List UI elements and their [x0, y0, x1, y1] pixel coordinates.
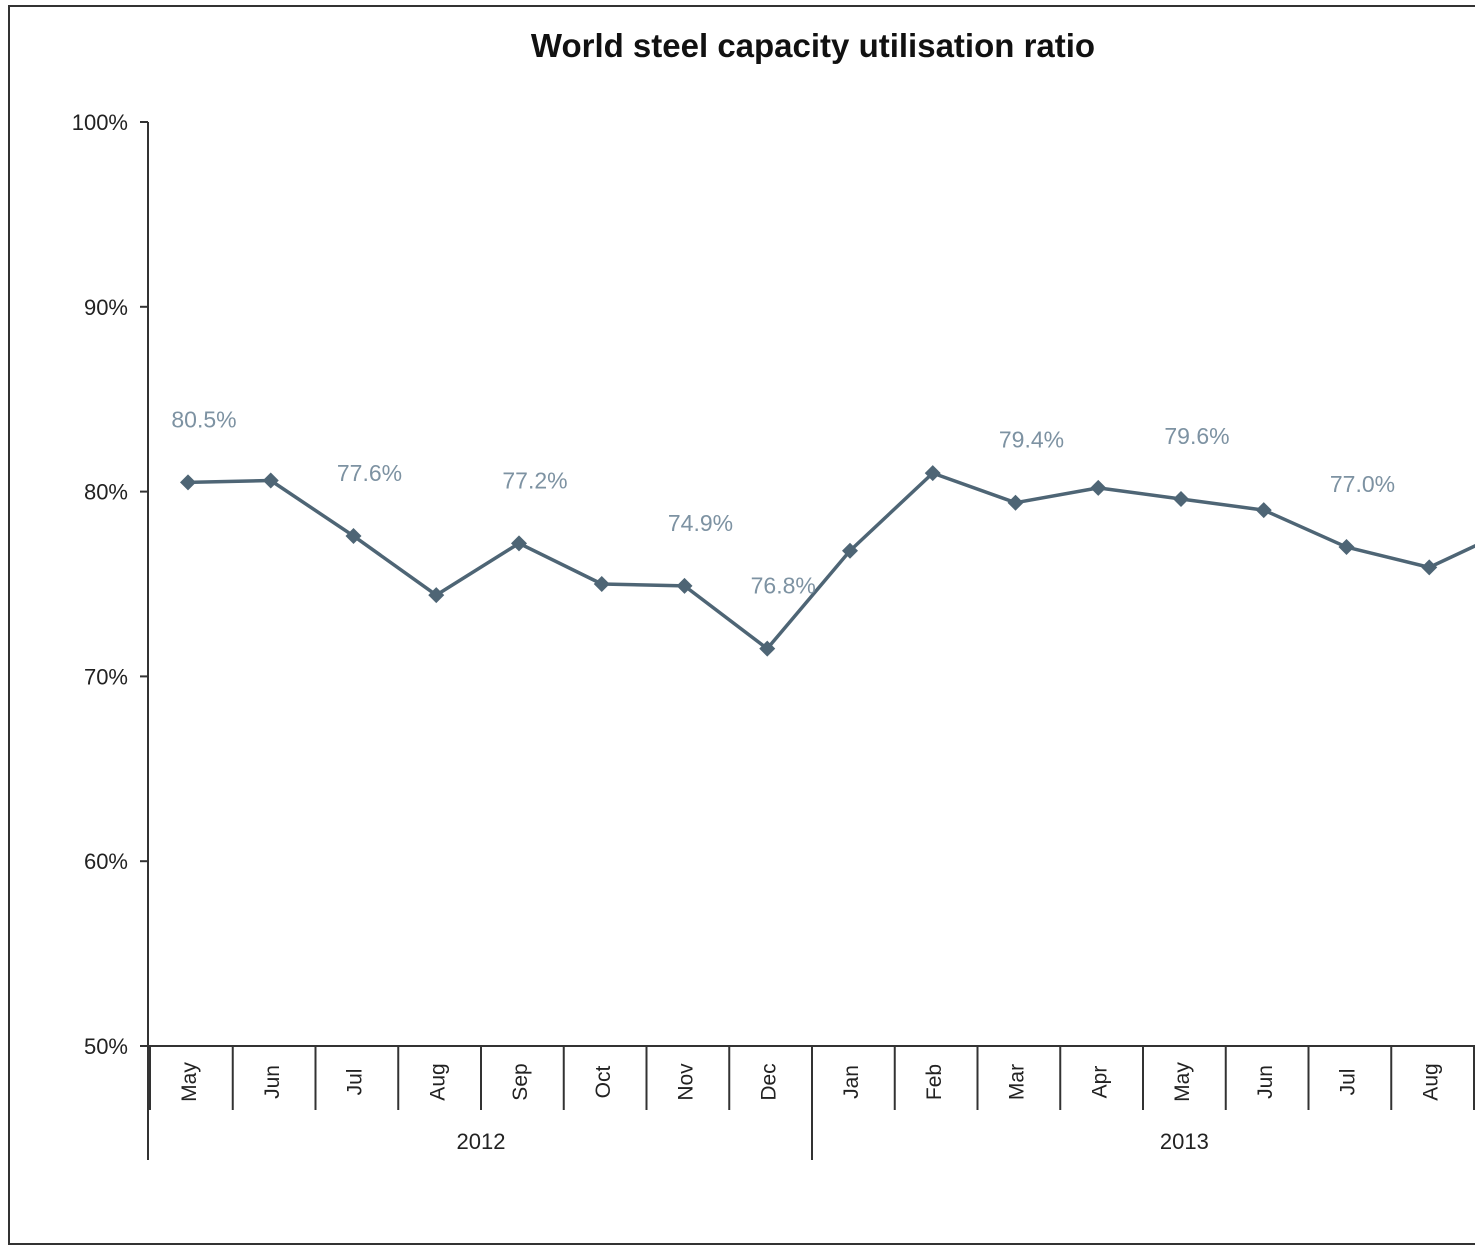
- x-tick-label: Aug: [1419, 1063, 1442, 1100]
- x-tick-label: Jul: [344, 1069, 367, 1096]
- data-point-marker: [842, 542, 858, 559]
- data-label: 77.0%: [1330, 471, 1395, 497]
- x-tick-label: Jul: [1337, 1069, 1360, 1096]
- series-line: [187, 471, 1475, 651]
- data-point-marker: [180, 474, 196, 491]
- data-point-marker: [1421, 559, 1438, 576]
- data-label: 80.5%: [171, 406, 236, 432]
- x-group-label: 2013: [1160, 1129, 1209, 1154]
- y-axis-ticks: 100% 90% 80% 70% 60% 50%: [72, 110, 148, 1059]
- data-labels: 80.5% 77.6% 77.2% 74.9% 76.8% 79.4% 79.6% 77.0%…: [171, 406, 1395, 599]
- data-point-marker: [924, 465, 941, 482]
- x-tick-label: Sep: [509, 1063, 532, 1100]
- y-tick-label: 100%: [72, 110, 128, 135]
- x-tick-label: Nov: [675, 1063, 698, 1101]
- data-point-marker: [1007, 494, 1024, 511]
- y-tick-label: 80%: [84, 480, 128, 505]
- x-tick-label: Feb: [923, 1064, 946, 1100]
- data-label: 77.2%: [502, 467, 567, 493]
- data-point-marker: [676, 577, 693, 594]
- data-point-marker: [1255, 502, 1272, 519]
- x-tick-label: Oct: [592, 1066, 615, 1099]
- data-point-marker: [1173, 490, 1189, 507]
- data-label: 79.4%: [999, 427, 1064, 453]
- x-tick-label: Jan: [840, 1065, 863, 1099]
- y-tick-label: 70%: [84, 664, 128, 689]
- data-point-marker: [759, 640, 776, 657]
- x-tick-label: Mar: [1006, 1064, 1029, 1100]
- data-point-marker: [1338, 539, 1355, 556]
- data-point-marker: [593, 576, 610, 592]
- y-tick-label: 50%: [84, 1034, 128, 1059]
- data-label: 79.6%: [1164, 423, 1229, 449]
- data-label: 76.8%: [751, 573, 816, 599]
- x-axis-ticks: May Jun Jul Aug Sep Oct Nov Dec Jan Feb Mar Apr May J…: [149, 1046, 1475, 1160]
- y-tick-label: 60%: [84, 849, 128, 874]
- x-group-label: 2012: [457, 1129, 506, 1154]
- x-tick-label: May: [1171, 1062, 1194, 1102]
- x-tick-label: Jun: [261, 1065, 284, 1099]
- data-point-marker: [1090, 479, 1107, 496]
- chart-title: World steel capacity utilisation ratio: [531, 27, 1095, 64]
- data-label: 74.9%: [668, 510, 733, 536]
- x-tick-label: May: [178, 1062, 201, 1102]
- x-tick-label: Apr: [1088, 1066, 1111, 1099]
- axes: [147, 122, 1475, 1160]
- y-tick-label: 90%: [84, 295, 128, 320]
- data-label: 77.6%: [337, 460, 402, 486]
- line-chart: World steel capacity utilisation ratio 1…: [72, 27, 1475, 1160]
- data-point-marker: [345, 527, 362, 544]
- x-tick-label: Jun: [1254, 1065, 1277, 1099]
- data-point-marker: [511, 535, 527, 552]
- x-tick-label: Dec: [757, 1063, 780, 1100]
- data-point-marker: [428, 587, 445, 604]
- data-point-marker: [262, 472, 279, 489]
- series: [180, 465, 1475, 657]
- x-tick-label: Aug: [426, 1063, 449, 1100]
